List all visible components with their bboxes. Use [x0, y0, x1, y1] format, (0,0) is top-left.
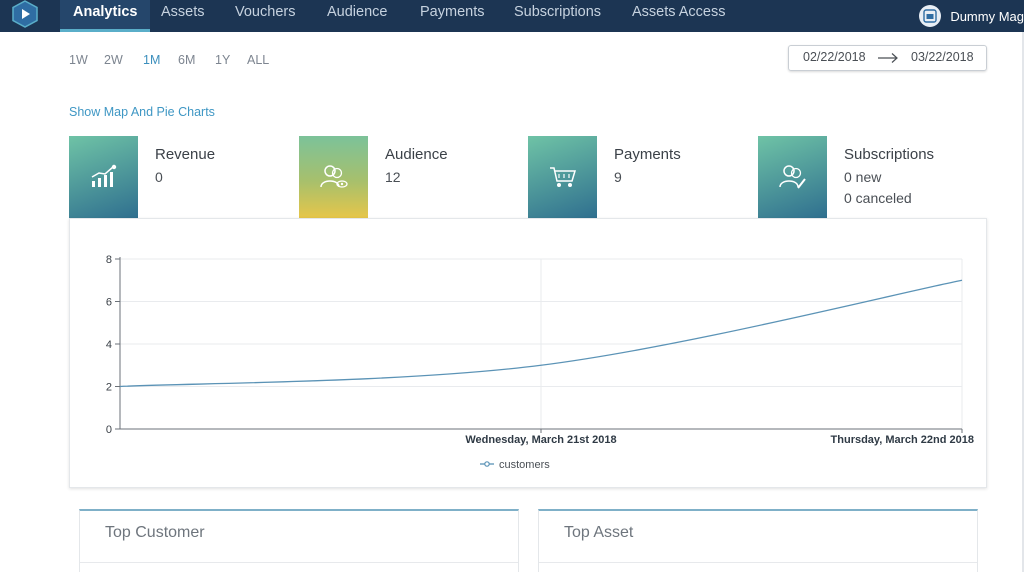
customers-chart-panel: 0 2 4 6 8 Wednesday, March 21st 2018 Thursday,… — [69, 218, 987, 488]
top-navigation: Analytics Assets Vouchers Audience Payme… — [0, 0, 1024, 32]
nav-tab-assets-access[interactable]: Assets Access — [632, 4, 726, 20]
stat-title: Payments — [614, 146, 681, 163]
top-customer-title: Top Customer — [105, 524, 205, 541]
divider — [539, 562, 977, 563]
revenue-chart-icon — [69, 136, 138, 218]
user-avatar-icon — [919, 5, 942, 27]
stat-value: 12 — [385, 169, 401, 185]
range-2w-button[interactable]: 2W — [104, 53, 123, 67]
stat-title: Subscriptions — [844, 146, 935, 163]
date-to: 03/22/2018 — [911, 50, 974, 64]
x-tick-label: Wednesday, March 21st 2018 — [465, 434, 616, 446]
customers-line-chart: 0 2 4 6 8 Wednesday, March 21st 2018 Thursday,… — [106, 254, 974, 471]
stat-value: 0 — [155, 169, 163, 185]
y-tick-label: 2 — [106, 382, 112, 394]
nav-tab-audience[interactable]: Audience — [327, 4, 388, 20]
top-customer-card: Top Customer — [79, 509, 519, 572]
show-map-pie-link[interactable]: Show Map And Pie Charts — [69, 105, 215, 119]
nav-tab-vouchers[interactable]: Vouchers — [235, 4, 296, 20]
date-range-picker[interactable]: 02/22/2018 03/22/2018 — [788, 45, 987, 71]
nav-tab-payments[interactable]: Payments — [420, 4, 485, 20]
range-all-button[interactable]: ALL — [247, 53, 270, 67]
stat-value: 9 — [614, 169, 622, 185]
y-tick-label: 8 — [106, 254, 112, 266]
divider — [80, 562, 518, 563]
range-6m-button[interactable]: 6M — [178, 53, 196, 67]
top-asset-card: Top Asset — [538, 509, 978, 572]
stat-title: Audience — [385, 146, 448, 163]
nav-tab-assets[interactable]: Assets — [161, 4, 205, 20]
y-tick-label: 4 — [106, 339, 112, 351]
user-name: Dummy Mag — [950, 8, 1024, 24]
range-1w-button[interactable]: 1W — [69, 53, 88, 67]
audience-icon — [299, 136, 368, 218]
legend-label: customers — [499, 459, 550, 471]
arrow-right-icon — [878, 53, 898, 63]
range-1m-button[interactable]: 1M — [143, 53, 161, 67]
user-menu[interactable]: Dummy Mag — [919, 0, 1024, 32]
legend-swatch-marker — [484, 461, 490, 467]
stat-card-payments: Payments 9 — [528, 136, 748, 218]
scrollbar-track[interactable] — [1022, 32, 1024, 572]
stat-value-secondary: 0 canceled — [844, 190, 912, 206]
stat-card-subscriptions: Subscriptions 0 new 0 canceled — [758, 136, 978, 218]
nav-tab-analytics[interactable]: Analytics — [60, 0, 151, 32]
subscriptions-icon — [758, 136, 827, 218]
stat-title: Revenue — [155, 146, 216, 163]
stat-card-revenue: Revenue 0 — [69, 136, 289, 218]
app-logo-icon[interactable] — [8, 0, 42, 28]
top-asset-title: Top Asset — [564, 524, 634, 541]
stat-card-audience: Audience 12 — [299, 136, 519, 218]
x-tick-label: Thursday, March 22nd 2018 — [831, 434, 974, 446]
cart-icon — [528, 136, 597, 218]
stat-value: 0 new — [844, 169, 882, 185]
date-from: 02/22/2018 — [803, 50, 866, 64]
y-tick-label: 0 — [106, 424, 112, 436]
y-tick-label: 6 — [106, 297, 112, 309]
range-1y-button[interactable]: 1Y — [215, 53, 231, 67]
nav-tab-subscriptions[interactable]: Subscriptions — [514, 4, 602, 20]
